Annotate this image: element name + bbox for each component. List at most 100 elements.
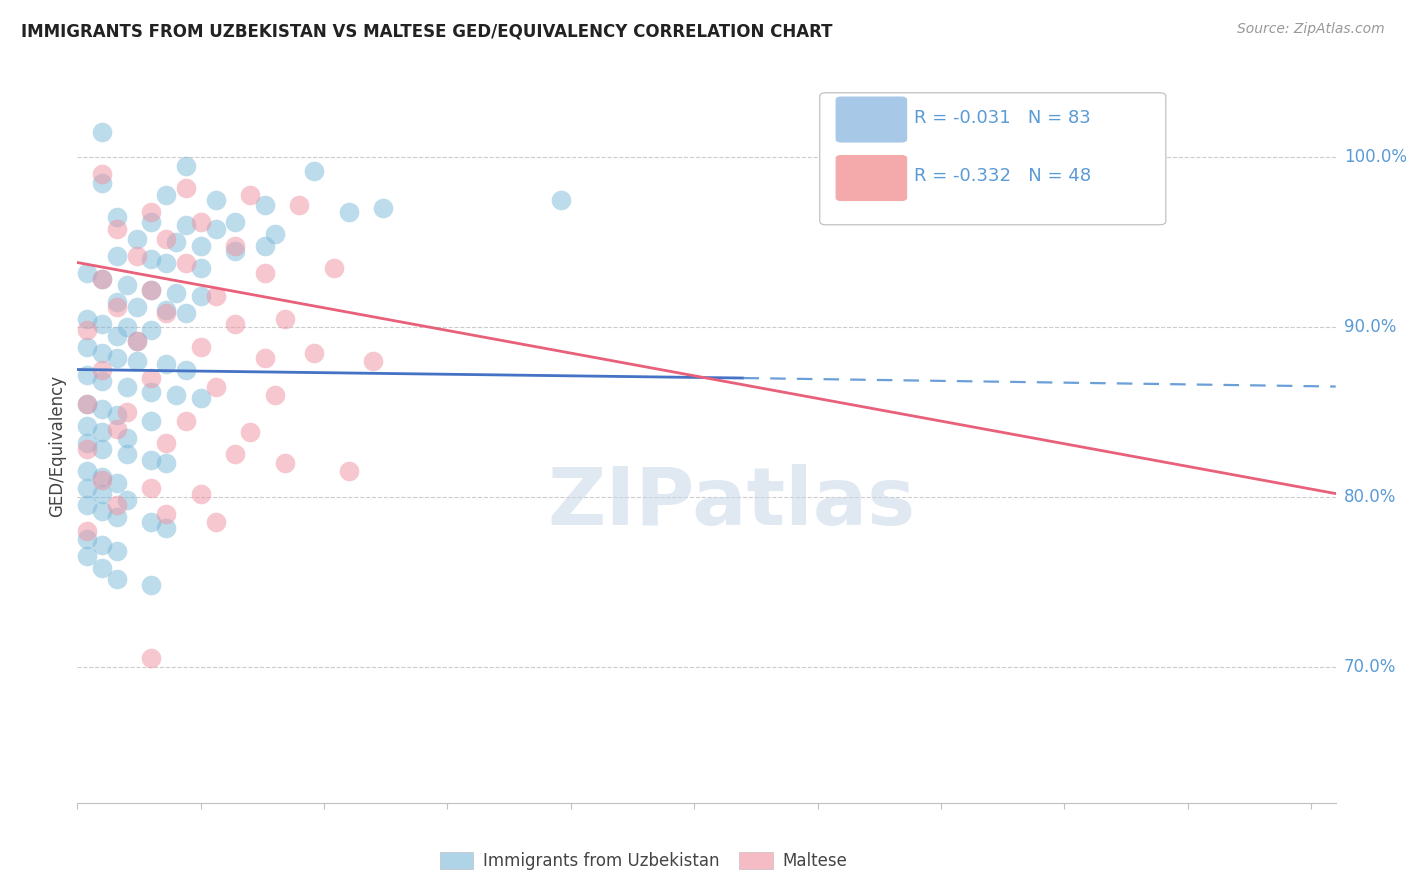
Point: [125, 300, 148, 314]
Point: [337, 465, 360, 479]
Point: [253, 266, 276, 280]
FancyBboxPatch shape: [837, 97, 907, 142]
Point: [273, 456, 295, 470]
Point: [174, 218, 197, 232]
Point: [105, 572, 128, 586]
Point: [76, 396, 98, 410]
Point: [550, 193, 572, 207]
Point: [76, 396, 98, 410]
Point: [190, 215, 212, 229]
Point: [91, 473, 114, 487]
Point: [141, 516, 163, 530]
Point: [253, 198, 276, 212]
Point: [91, 469, 114, 483]
Point: [91, 167, 114, 181]
Point: [141, 252, 163, 266]
Point: [105, 328, 128, 343]
Point: [91, 272, 114, 286]
Point: [115, 405, 138, 419]
Point: [125, 334, 148, 348]
Point: [224, 238, 246, 252]
Point: [76, 266, 98, 280]
Point: [76, 311, 98, 326]
Legend: Immigrants from Uzbekistan, Maltese: Immigrants from Uzbekistan, Maltese: [433, 845, 855, 877]
Text: R = -0.332   N = 48: R = -0.332 N = 48: [914, 168, 1091, 186]
Point: [91, 362, 114, 376]
Text: 90.0%: 90.0%: [1344, 318, 1396, 336]
Point: [165, 388, 187, 402]
Point: [105, 249, 128, 263]
Point: [190, 486, 212, 500]
Point: [105, 476, 128, 491]
Point: [105, 221, 128, 235]
Point: [155, 255, 177, 269]
Point: [204, 516, 226, 530]
Point: [115, 320, 138, 334]
Point: [174, 413, 197, 427]
Text: 70.0%: 70.0%: [1344, 658, 1396, 676]
Point: [76, 418, 98, 433]
Point: [76, 465, 98, 479]
Point: [155, 306, 177, 320]
Point: [105, 300, 128, 314]
Point: [105, 210, 128, 224]
Point: [363, 354, 385, 368]
Point: [141, 578, 163, 592]
Point: [174, 306, 197, 320]
Point: [76, 368, 98, 382]
Point: [155, 520, 177, 534]
Point: [174, 362, 197, 376]
Point: [224, 317, 246, 331]
Point: [91, 442, 114, 457]
Point: [76, 341, 98, 355]
Point: [76, 524, 98, 538]
Point: [115, 448, 138, 462]
Point: [105, 499, 128, 513]
Point: [204, 379, 226, 393]
Point: [302, 345, 325, 359]
Point: [76, 442, 98, 457]
Point: [91, 425, 114, 440]
Point: [91, 317, 114, 331]
Point: [76, 549, 98, 564]
Point: [263, 388, 285, 402]
FancyBboxPatch shape: [837, 155, 907, 201]
Point: [190, 392, 212, 406]
Point: [373, 201, 395, 215]
Point: [76, 499, 98, 513]
Point: [323, 260, 346, 275]
Point: [155, 507, 177, 521]
Point: [91, 561, 114, 575]
Point: [165, 286, 187, 301]
Point: [76, 323, 98, 337]
Point: [91, 486, 114, 500]
Point: [125, 232, 148, 246]
Text: 100.0%: 100.0%: [1344, 148, 1406, 166]
Point: [263, 227, 285, 241]
Text: Source: ZipAtlas.com: Source: ZipAtlas.com: [1237, 22, 1385, 37]
Point: [76, 533, 98, 547]
Point: [155, 358, 177, 372]
Point: [239, 425, 262, 440]
Point: [91, 503, 114, 517]
Point: [224, 244, 246, 258]
Point: [224, 448, 246, 462]
Point: [105, 351, 128, 365]
Point: [141, 413, 163, 427]
Point: [125, 249, 148, 263]
Text: 80.0%: 80.0%: [1344, 488, 1396, 506]
Point: [141, 204, 163, 219]
Point: [155, 187, 177, 202]
Point: [273, 311, 295, 326]
Point: [115, 493, 138, 508]
Point: [141, 452, 163, 467]
Point: [115, 430, 138, 444]
Point: [115, 277, 138, 292]
FancyBboxPatch shape: [820, 93, 1166, 225]
Y-axis label: GED/Equivalency: GED/Equivalency: [48, 375, 66, 517]
Point: [91, 401, 114, 416]
Point: [105, 422, 128, 436]
Point: [115, 379, 138, 393]
Point: [105, 544, 128, 558]
Point: [337, 204, 360, 219]
